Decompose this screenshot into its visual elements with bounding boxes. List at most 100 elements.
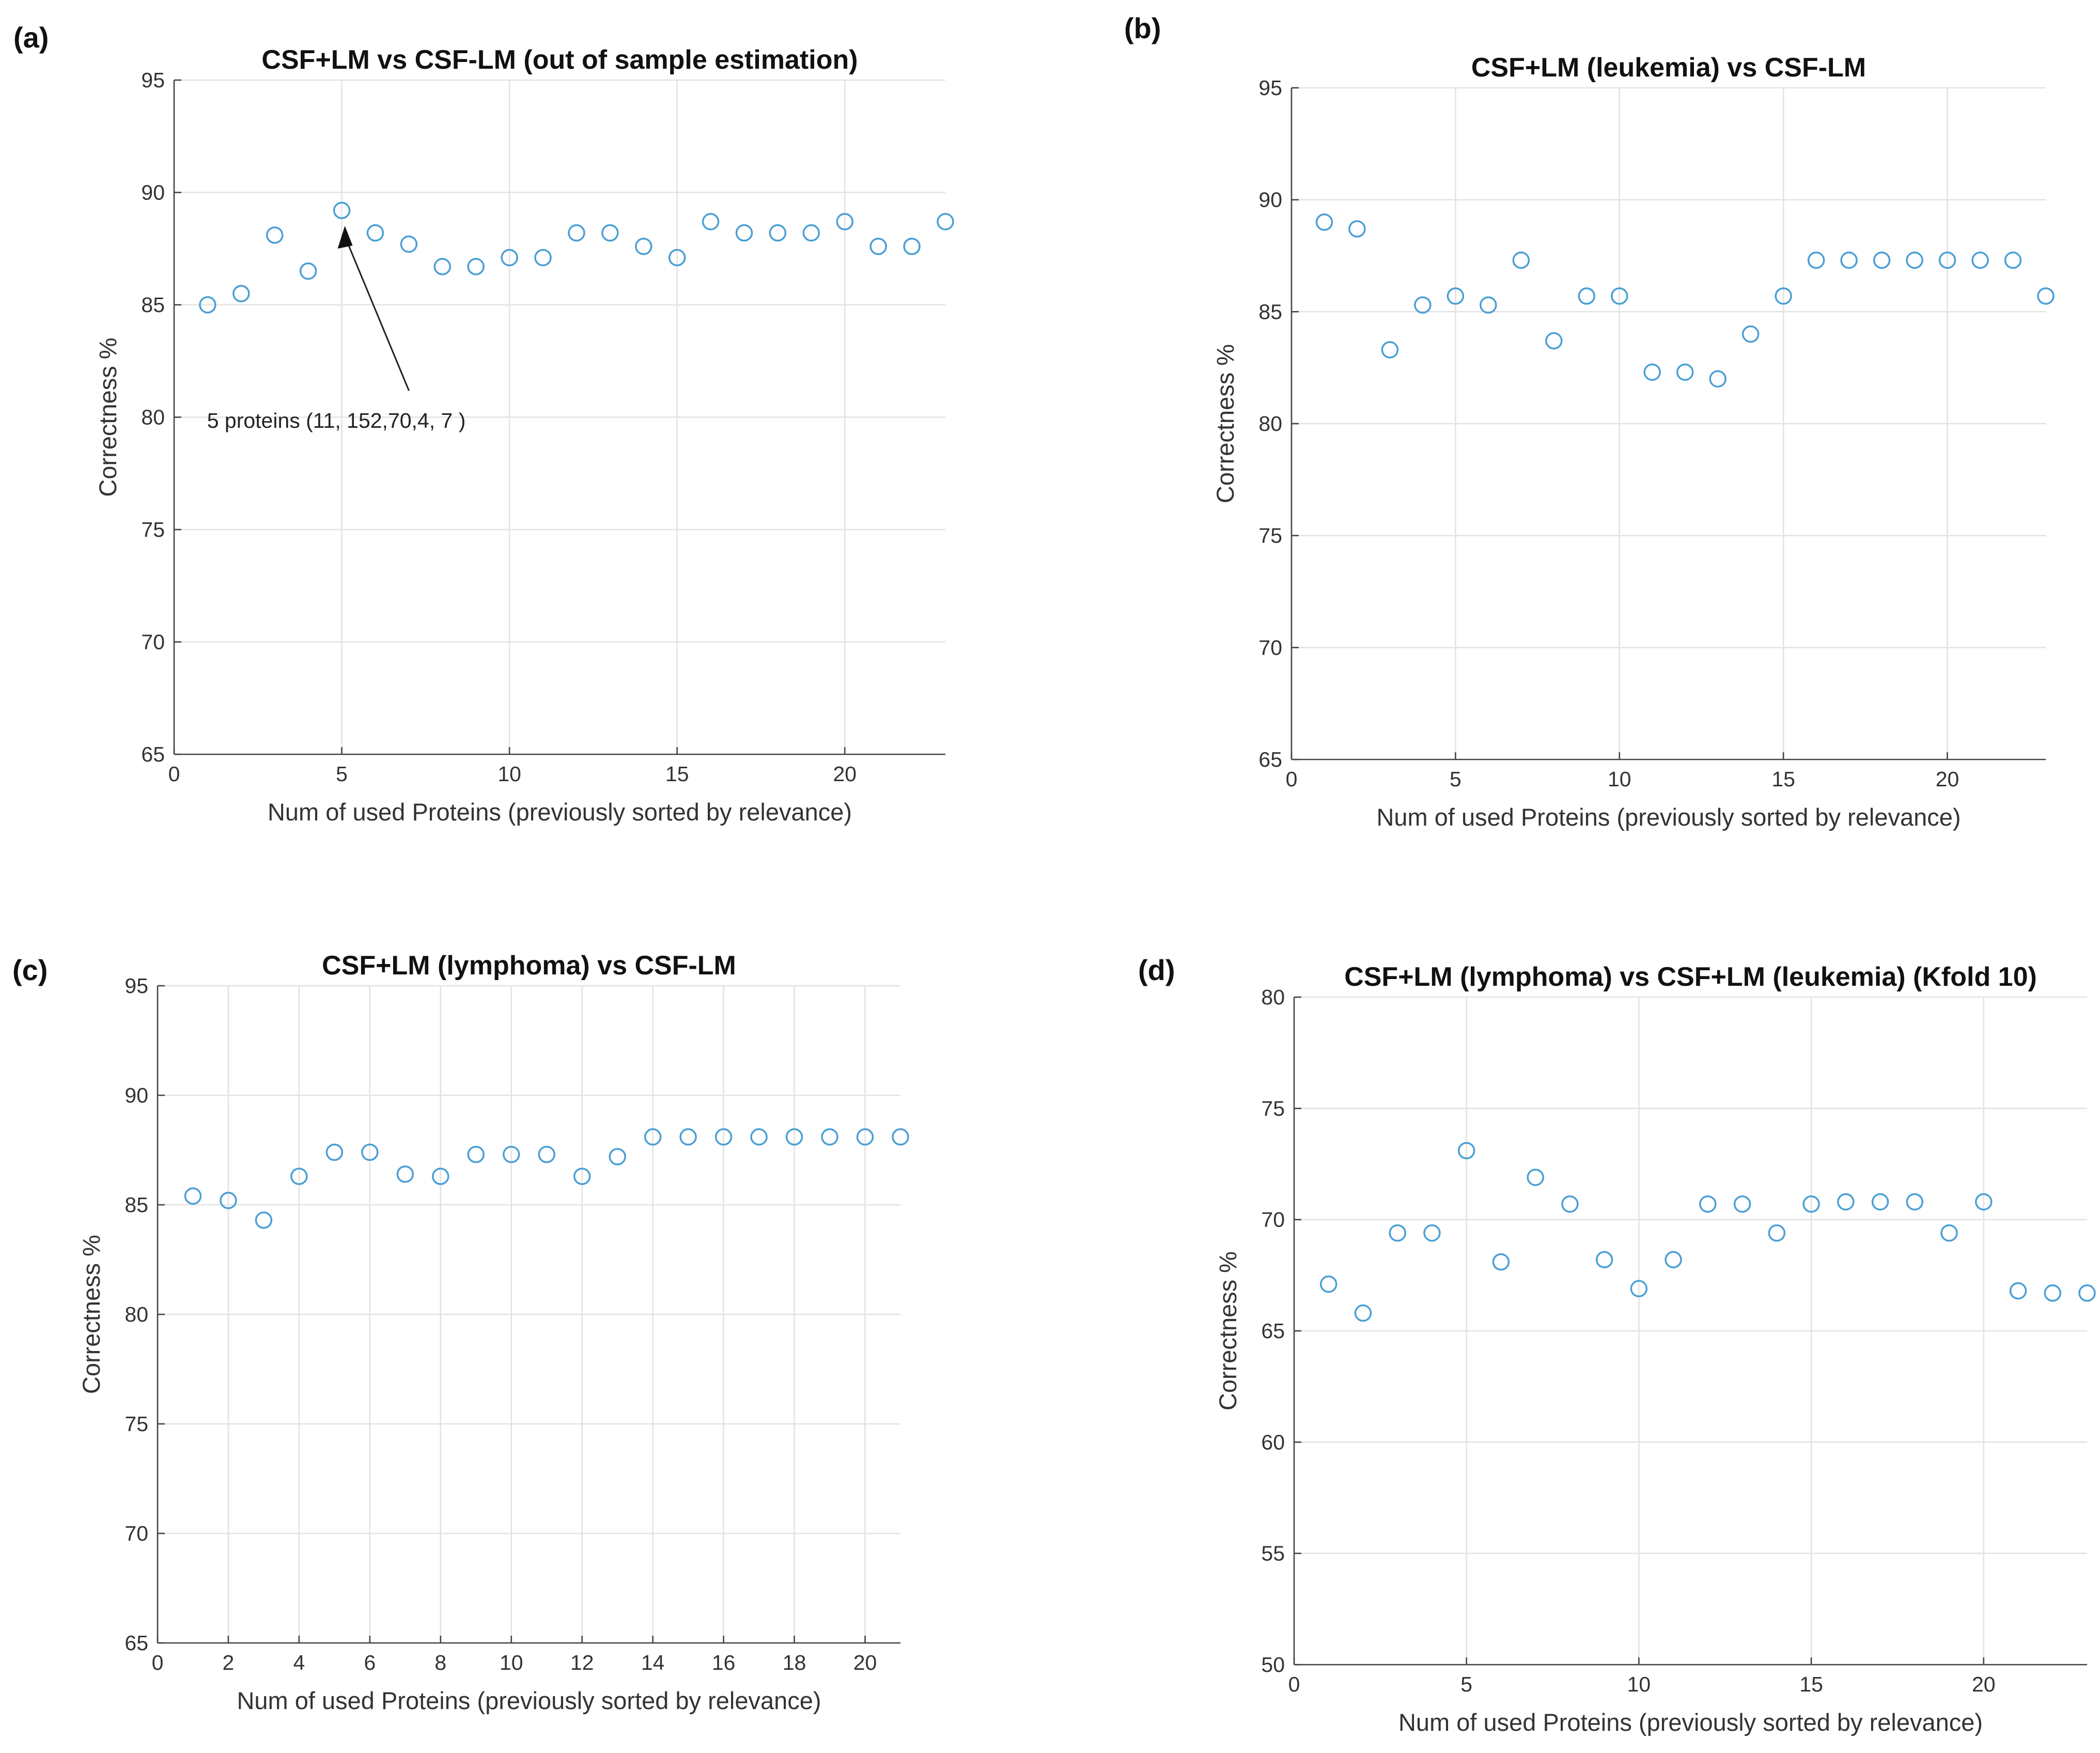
chart-d-ylabel: Correctness % bbox=[1214, 1251, 1241, 1410]
chart-a-ytick-label-1: 70 bbox=[141, 630, 165, 654]
chart-b-series bbox=[1315, 213, 2055, 388]
chart-a-point-17 bbox=[735, 224, 753, 242]
chart-a-point-20 bbox=[836, 213, 854, 230]
chart-c-point-21 bbox=[892, 1128, 909, 1146]
chart-a-xtick-label-1: 5 bbox=[336, 762, 348, 786]
chart-a-point-6 bbox=[366, 224, 384, 242]
chart-b-point-10 bbox=[1611, 287, 1628, 305]
chart-d-ytick-label-3: 65 bbox=[1261, 1319, 1285, 1343]
chart-c-series bbox=[184, 1128, 909, 1229]
chart-b-ytick-label-6: 95 bbox=[1258, 76, 1282, 100]
chart-a-ytick-label-2: 75 bbox=[141, 518, 165, 541]
chart-d-point-6 bbox=[1492, 1253, 1510, 1271]
chart-d-xtick-label-4: 20 bbox=[1972, 1672, 1996, 1696]
chart-b-point-12 bbox=[1676, 363, 1694, 381]
chart-c-point-14 bbox=[644, 1128, 662, 1146]
chart-d-point-17 bbox=[1871, 1193, 1889, 1211]
chart-a-series bbox=[199, 201, 954, 314]
chart-b-point-19 bbox=[1906, 251, 1923, 269]
chart-c-xtick-label-4: 8 bbox=[434, 1651, 446, 1674]
chart-d-point-19 bbox=[1940, 1224, 1958, 1242]
chart-b-point-2 bbox=[1348, 220, 1366, 238]
chart-d-point-23 bbox=[2078, 1284, 2096, 1302]
chart-a-title: CSF+LM vs CSF-LM (out of sample estimati… bbox=[261, 45, 858, 75]
chart-a-point-11 bbox=[534, 249, 552, 267]
chart-b-ytick-label-4: 85 bbox=[1258, 300, 1282, 323]
chart-a-grid bbox=[174, 79, 945, 754]
chart-b-point-13 bbox=[1709, 370, 1726, 388]
chart-c-ticks: 0 2 4 6 8 10 12 14 16 18 20 65 70 75 80 85 90 95 bbox=[125, 974, 877, 1674]
chart-c-point-15 bbox=[679, 1128, 697, 1146]
chart-d-xtick-label-1: 5 bbox=[1460, 1672, 1472, 1696]
chart-d-xtick-label-0: 0 bbox=[1288, 1672, 1300, 1696]
chart-b-point-4 bbox=[1414, 296, 1432, 314]
chart-c-point-18 bbox=[785, 1128, 803, 1146]
chart-c-ytick-label-5: 90 bbox=[125, 1083, 148, 1107]
chart-b-point-11 bbox=[1643, 363, 1661, 381]
chart-c-xlabel: Num of used Proteins (previously sorted … bbox=[237, 1687, 821, 1714]
chart-b-xtick-label-3: 15 bbox=[1771, 767, 1795, 791]
chart-a-ytick-label-3: 80 bbox=[141, 406, 165, 429]
chart-c-point-11 bbox=[538, 1145, 555, 1164]
chart-d-point-18 bbox=[1906, 1193, 1924, 1211]
chart-a-xtick-label-0: 0 bbox=[168, 762, 180, 786]
chart-a-point-7 bbox=[400, 235, 418, 253]
chart-c-xtick-label-3: 6 bbox=[364, 1651, 376, 1674]
chart-d-point-3 bbox=[1389, 1224, 1406, 1242]
chart-a-xtick-label-3: 15 bbox=[665, 762, 689, 786]
panel-label-c: (c) bbox=[12, 954, 48, 986]
chart-b-point-5 bbox=[1446, 287, 1465, 305]
chart-c-xtick-label-9: 18 bbox=[783, 1651, 806, 1674]
chart-a-point-1 bbox=[199, 296, 216, 314]
chart-a-point-4 bbox=[299, 262, 317, 280]
chart-d-title: CSF+LM (lymphoma) vs CSF+LM (leukemia) (… bbox=[1344, 962, 2037, 992]
chart-b-point-17 bbox=[1840, 251, 1858, 269]
chart-d-point-11 bbox=[1665, 1251, 1682, 1268]
chart-b-ytick-label-5: 90 bbox=[1258, 188, 1282, 212]
chart-d-point-10 bbox=[1630, 1280, 1648, 1297]
chart-c-grid bbox=[158, 985, 900, 1643]
chart-c-xtick-label-1: 2 bbox=[223, 1651, 235, 1674]
chart-b-title: CSF+LM (leukemia) vs CSF-LM bbox=[1471, 53, 1866, 83]
chart-c-point-6 bbox=[361, 1143, 379, 1161]
chart-a-ytick-label-4: 85 bbox=[141, 293, 165, 317]
chart-c-point-7 bbox=[396, 1165, 414, 1183]
chart-d-xtick-label-2: 10 bbox=[1627, 1672, 1651, 1696]
chart-a-annotation-arrowhead bbox=[337, 226, 353, 249]
chart-c-ytick-label-3: 80 bbox=[125, 1302, 148, 1326]
chart-c-ylabel: Correctness % bbox=[77, 1235, 105, 1394]
chart-b-point-3 bbox=[1381, 341, 1399, 359]
chart-a-point-16 bbox=[702, 213, 720, 230]
chart-c-ytick-label-4: 85 bbox=[125, 1193, 148, 1217]
chart-c-point-16 bbox=[714, 1128, 733, 1146]
chart-a-point-13 bbox=[601, 224, 619, 242]
chart-c-xtick-label-10: 20 bbox=[853, 1651, 877, 1674]
chart-c-point-20 bbox=[856, 1128, 874, 1146]
chart-b-ytick-label-0: 65 bbox=[1258, 748, 1282, 771]
chart-b-ytick-label-1: 70 bbox=[1258, 635, 1282, 659]
chart-c-point-10 bbox=[503, 1145, 520, 1164]
chart-a-point-5 bbox=[333, 201, 351, 220]
chart-a-ytick-label-5: 90 bbox=[141, 181, 165, 205]
chart-a-point-12 bbox=[568, 224, 585, 242]
chart-d-point-9 bbox=[1595, 1251, 1613, 1268]
chart-c-point-13 bbox=[609, 1147, 626, 1166]
panel-label-a: (a) bbox=[13, 21, 49, 54]
chart-c-xtick-label-7: 14 bbox=[641, 1651, 665, 1674]
chart-c-title: CSF+LM (lymphoma) vs CSF-LM bbox=[322, 951, 736, 981]
chart-d-ytick-label-6: 80 bbox=[1261, 985, 1285, 1009]
chart-b-point-16 bbox=[1807, 251, 1825, 269]
chart-d-point-13 bbox=[1733, 1195, 1751, 1213]
chart-b-point-20 bbox=[1938, 251, 1956, 269]
chart-b-point-15 bbox=[1775, 287, 1792, 305]
chart-b-ticks: 0 5 10 15 20 65 70 75 80 85 90 95 bbox=[1258, 76, 1959, 791]
chart-c-point-3 bbox=[255, 1211, 273, 1229]
chart-d-point-22 bbox=[2044, 1284, 2062, 1302]
chart-d-point-5 bbox=[1457, 1142, 1475, 1159]
chart-d-point-1 bbox=[1319, 1275, 1337, 1293]
chart-d-point-15 bbox=[1802, 1195, 1820, 1213]
chart-b-grid bbox=[1292, 87, 2046, 759]
chart-a-point-3 bbox=[266, 226, 284, 244]
